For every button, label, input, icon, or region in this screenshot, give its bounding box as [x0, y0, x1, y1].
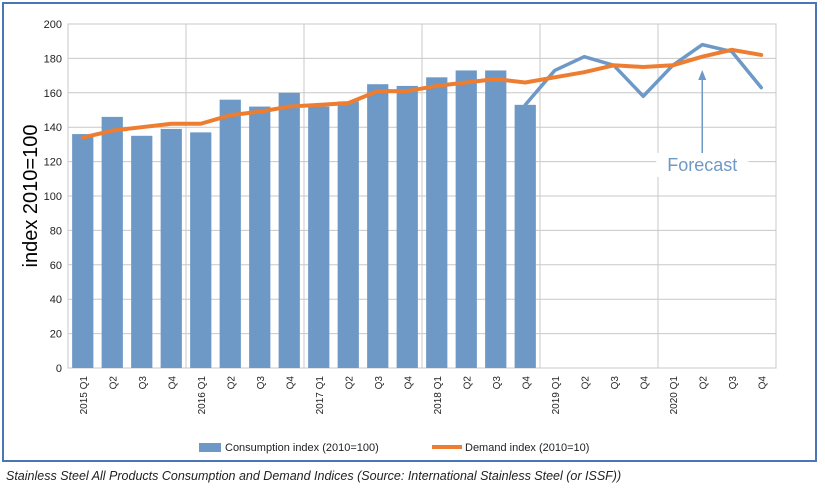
y-tick-label: 0: [56, 363, 62, 375]
lines: [80, 42, 764, 140]
bar: [72, 134, 94, 368]
y-tick-label: 200: [44, 19, 62, 31]
x-tick-label: Q3: [256, 376, 267, 390]
forecast-arrowhead: [698, 70, 707, 80]
y-tick-label: 100: [44, 191, 62, 203]
forecast-label: Forecast: [667, 155, 737, 175]
bar: [337, 101, 359, 369]
x-tick-label: Q2: [108, 376, 119, 390]
bar: [101, 116, 123, 368]
x-tick-label: Q4: [403, 376, 414, 390]
y-tick-label: 160: [44, 88, 62, 100]
legend: Consumption index (2010=100) Demand index…: [199, 442, 589, 454]
bar: [190, 132, 212, 368]
y-tick-label: 140: [44, 122, 62, 134]
x-tick-label: Q2: [580, 376, 591, 390]
bar: [367, 84, 389, 368]
bar: [514, 104, 536, 368]
x-tick-label: Q4: [757, 376, 768, 390]
bars: [72, 70, 536, 369]
y-tick-label: 40: [50, 294, 62, 306]
chart: 0 20 40 60 80 100 120 140 160 180 200 2015 Q1 Q2 Q3 Q…: [20, 19, 777, 454]
legend-label-consumption: Consumption index (2010=100): [225, 442, 379, 454]
y-tick-labels: 0 20 40 60 80 100 120 140 160 180 200: [44, 19, 62, 375]
y-axis-label: index 2010=100: [20, 125, 42, 268]
bar: [426, 77, 448, 368]
bar: [278, 92, 300, 369]
bar: [455, 70, 477, 368]
x-tick-label: Q3: [610, 376, 621, 390]
y-tick-label: 20: [50, 329, 62, 341]
figure-caption: Stainless Steel All Products Consumption…: [6, 469, 622, 483]
y-tick-label: 80: [50, 225, 62, 237]
x-tick-label: Q4: [167, 376, 178, 390]
x-tick-label: Q4: [285, 376, 296, 390]
bar: [249, 106, 271, 368]
x-tick-label: Q3: [138, 376, 149, 390]
x-tick-label: Q3: [374, 376, 385, 390]
x-tick-labels: 2015 Q1 Q2 Q3 Q4 2016 Q1 Q2 Q3 Q4 2017 Q1 Q2 Q3 Q4 2…: [79, 376, 769, 415]
x-tick-label: 2015 Q1: [79, 376, 90, 415]
bar: [396, 85, 418, 369]
legend-swatch-consumption: [199, 443, 221, 452]
demand-line: [80, 47, 764, 140]
x-tick-label: Q3: [492, 376, 503, 390]
forecast-annotation: Forecast: [656, 70, 749, 177]
x-tick-label: 2016 Q1: [197, 376, 208, 415]
x-tick-label: Q2: [226, 376, 237, 390]
x-tick-label: 2019 Q1: [551, 376, 562, 415]
bar: [485, 70, 507, 368]
y-tick-label: 180: [44, 53, 62, 65]
x-tick-label: 2020 Q1: [669, 376, 680, 415]
x-tick-label: Q4: [639, 376, 650, 390]
y-tick-label: 60: [50, 260, 62, 272]
x-tick-label: Q3: [728, 376, 739, 390]
forecast-label-bg: [656, 153, 749, 177]
y-tick-label: 120: [44, 157, 62, 169]
consumption-forecast-line: [523, 42, 763, 107]
x-tick-label: 2018 Q1: [433, 376, 444, 415]
legend-label-demand: Demand index (2010=10): [465, 442, 589, 454]
x-tick-label: Q2: [344, 376, 355, 390]
x-tick-label: Q2: [462, 376, 473, 390]
x-tick-label: Q2: [698, 376, 709, 390]
bar: [219, 99, 241, 369]
x-tick-label: Q4: [521, 376, 532, 390]
x-tick-label: 2017 Q1: [315, 376, 326, 415]
bar: [308, 106, 330, 368]
bar: [131, 135, 153, 368]
chart-frame: 0 20 40 60 80 100 120 140 160 180 200 2015 Q1 Q2 Q3 Q…: [2, 2, 817, 462]
bar: [160, 128, 182, 368]
